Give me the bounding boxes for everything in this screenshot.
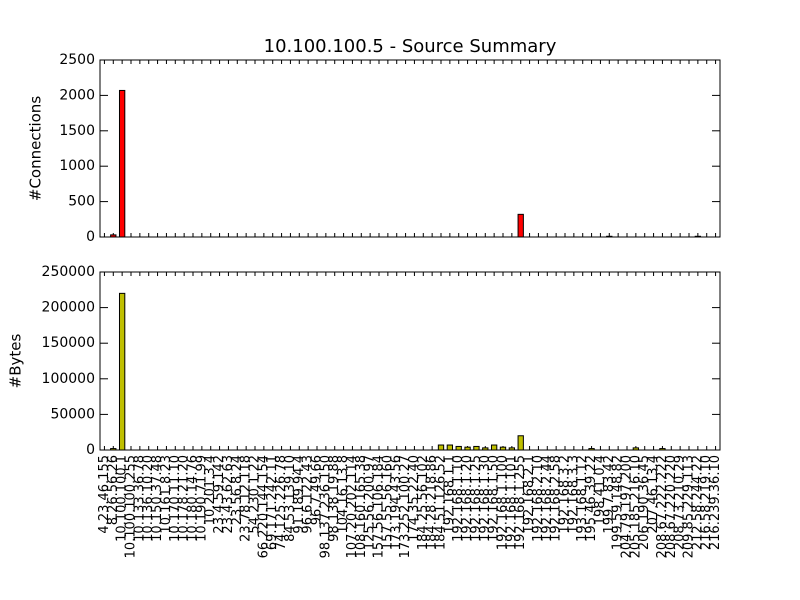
x-tick-label: 54.230.1.22 [248, 455, 263, 534]
x-tick-label: 157.56.106.184 [372, 455, 387, 558]
x-tick-label: 10.133.36.78 [132, 455, 147, 542]
x-tick-label: 198.41.0.4 [593, 455, 608, 525]
x-tick-label: 23.56.8.24 [230, 455, 245, 525]
bar [517, 435, 524, 451]
plot-frame [99, 59, 721, 238]
x-tick-label: 98.137.236.150 [318, 455, 333, 558]
y-tick-label: 200000 [42, 300, 95, 316]
y-tick-label: 1000 [59, 158, 95, 174]
y-tick-label: 1500 [59, 123, 95, 139]
x-tick-label: 96.6.122.43 [301, 455, 316, 534]
x-tick-label: 184.28.218.86 [425, 455, 440, 550]
y-tick-label: 150000 [42, 335, 95, 351]
x-tick-label: 192.168.3.3 [566, 455, 581, 534]
x-tick-label: 192.168.1.255 [513, 455, 528, 550]
x-tick-label: 192.168.1.50 [487, 455, 502, 542]
x-tick-label: 204.79.197.200 [620, 455, 635, 558]
x-tick-label: 10.190.71.99 [194, 455, 209, 542]
x-tick-label: 192.168.1.10 [451, 455, 466, 542]
bar [118, 89, 126, 238]
y-tick-label: 100000 [42, 371, 95, 387]
x-tick-label: 192.168.1.30 [478, 455, 493, 542]
bar [437, 444, 445, 451]
x-tick-label: 10.201.3.4 [203, 455, 218, 525]
y-tick-label: 2000 [59, 87, 95, 103]
x-tick-label: 192.168.1.100 [496, 455, 511, 550]
x-tick-label: 91.189.94.4 [292, 455, 307, 534]
x-tick-label: 10.100.100.1 [115, 455, 130, 542]
x-tick-label: 10.100.100.255 [124, 455, 139, 558]
chart-title: 10.100.100.5 - Source Summary [264, 36, 557, 57]
x-tick-label: 208.67.220.220 [664, 455, 679, 558]
x-tick-label: 10.150.37.48 [150, 455, 165, 542]
bar [490, 444, 498, 451]
x-tick-label: 98.138.19.88 [327, 455, 342, 542]
x-tick-label: 104.16.13.8 [336, 455, 351, 534]
x-tick-label: 10.161.8.23 [159, 455, 174, 534]
y-axis-label: #Connections [27, 96, 45, 201]
x-tick-label: 192.168.2.1 [522, 455, 537, 534]
x-tick-label: 193.168.1.12 [575, 455, 590, 542]
x-tick-label: 84.53.139.10 [283, 455, 298, 542]
x-tick-label: 192.168.1.101 [504, 455, 519, 550]
x-tick-label: 184.51.126.52 [434, 455, 449, 550]
x-tick-label: 96.7.49.66 [310, 455, 325, 525]
x-tick-label: 4.23.46.155 [97, 455, 112, 534]
x-tick-label: 173.194.43.56 [389, 455, 404, 550]
y-tick-label: 500 [68, 194, 95, 210]
x-tick-label: 10.180.14.76 [186, 455, 201, 542]
x-tick-label: 216.239.36.10 [708, 455, 723, 550]
plot-frame [99, 271, 721, 451]
x-tick-label: 10.178.21.20 [177, 455, 192, 542]
x-tick-label: 208.73.210.29 [673, 455, 688, 550]
x-tick-label: 195.46.39.22 [584, 455, 599, 542]
y-tick-label: 0 [86, 229, 95, 245]
x-tick-label: 192.168.1.1 [442, 455, 457, 534]
x-tick-label: 207.46.13.4 [646, 455, 661, 534]
x-tick-label: 199.7.83.42 [602, 455, 617, 534]
y-tick-label: 50000 [50, 406, 95, 422]
x-tick-label: 192.168.1.20 [460, 455, 475, 542]
x-tick-label: 216.58.219.10 [699, 455, 714, 550]
y-tick-label: 0 [86, 442, 95, 458]
bar [446, 444, 454, 451]
x-tick-label: 157.55.56.160 [380, 455, 395, 550]
x-tick-label: 208.67.222.222 [655, 455, 670, 558]
x-tick-label: 192.168.1.25 [469, 455, 484, 542]
x-tick-label: 184.25.56.102 [416, 455, 431, 550]
x-tick-label: 23.4.59.142 [212, 455, 227, 534]
x-tick-label: 205.185.216.10 [628, 455, 643, 558]
x-tick-label: 174.35.22.40 [407, 455, 422, 542]
x-tick-label: 125.56.200.97 [363, 455, 378, 550]
x-tick-label: 173.252.100.27 [398, 455, 413, 558]
x-tick-label: 209.85.229.113 [682, 455, 697, 558]
x-tick-label: 69.171.242.11 [265, 455, 280, 550]
bar [455, 445, 462, 451]
x-tick-label: 212.58.244.22 [690, 455, 705, 550]
x-tick-label: 10.170.11.10 [168, 455, 183, 542]
y-axis-label: #Bytes [7, 333, 25, 388]
x-tick-label: 107.20.202.114 [345, 455, 360, 558]
x-tick-label: 192.168.3.2 [558, 455, 573, 534]
x-tick-label: 206.190.36.45 [637, 455, 652, 550]
x-tick-label: 192.168.2.44 [540, 455, 555, 542]
x-tick-label: 23.78.12.118 [239, 455, 254, 542]
x-tick-label: 108.160.165.38 [354, 455, 369, 558]
bar [118, 292, 126, 451]
bar [473, 445, 480, 451]
bar [517, 213, 524, 238]
x-tick-label: 66.220.144.154 [256, 455, 271, 558]
x-tick-label: 199.59.148.82 [611, 455, 626, 550]
x-tick-label: 23.43.62.63 [221, 455, 236, 534]
x-tick-label: 74.125.226.78 [274, 455, 289, 550]
x-tick-label: 10.136.10.20 [141, 455, 156, 542]
x-tick-label: 192.168.2.58 [549, 455, 564, 542]
x-tick-label: 8.26.56.26 [106, 455, 121, 525]
x-tick-label: 192.168.2.10 [531, 455, 546, 542]
y-tick-label: 250000 [42, 264, 95, 280]
y-tick-label: 2500 [59, 52, 95, 68]
